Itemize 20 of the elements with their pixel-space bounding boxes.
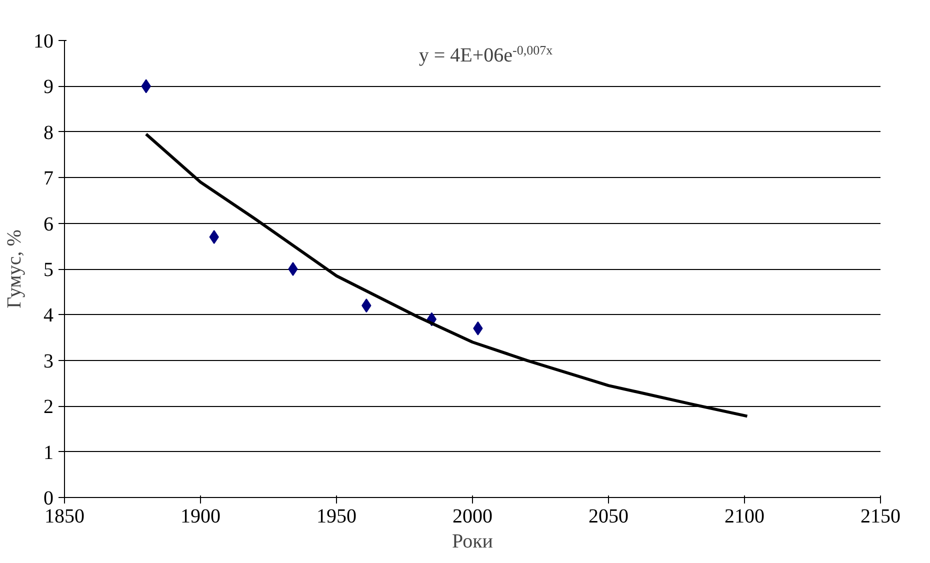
y-tick-label: 9	[44, 76, 54, 98]
y-tick-label: 8	[44, 122, 54, 144]
y-tick-label: 6	[44, 213, 54, 236]
x-axis-title: Роки	[452, 530, 494, 552]
y-axis-title: Гумус, %	[4, 230, 26, 308]
y-tick-label: 10	[34, 30, 54, 52]
x-tick-label: 2150	[860, 506, 900, 528]
y-tick-label: 3	[44, 350, 54, 372]
point	[288, 262, 298, 276]
y-tick-label: 7	[44, 168, 54, 190]
line-series	[144, 132, 749, 418]
x-tick-label: 2100	[724, 506, 764, 528]
x-tick-label: 1950	[316, 506, 356, 528]
y-tick-label: 2	[44, 396, 54, 418]
x-tick-label: 1900	[180, 506, 220, 528]
y-tick-label: 4	[44, 304, 54, 327]
x-tick-label: 2000	[452, 506, 492, 528]
y-tick-label: 1	[44, 442, 54, 464]
x-tick-label: 2050	[588, 506, 628, 528]
y-tick-label: 5	[44, 259, 54, 281]
